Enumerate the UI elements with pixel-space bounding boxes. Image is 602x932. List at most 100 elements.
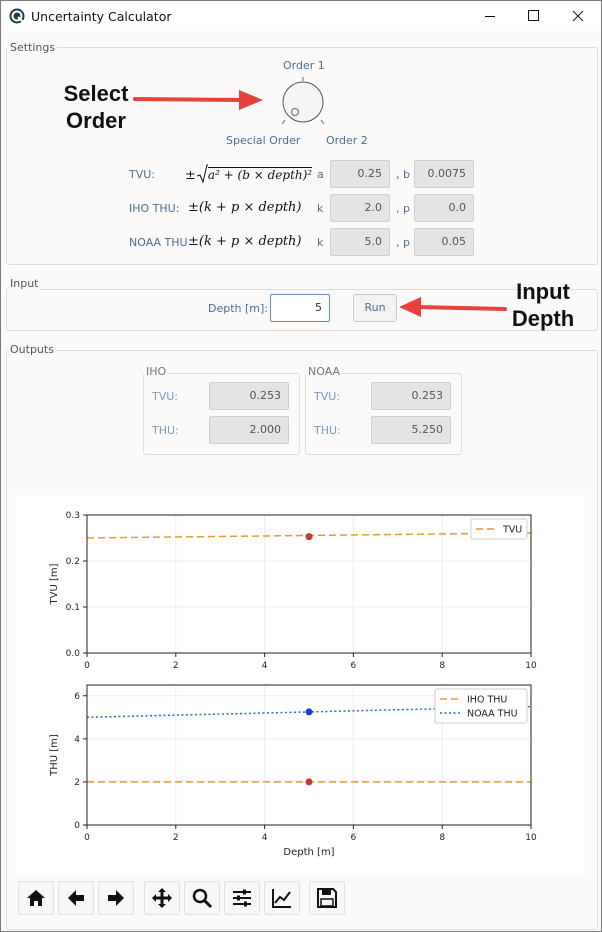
param-k-iho-field[interactable]: 2.0: [330, 194, 390, 222]
data-point: [305, 708, 313, 716]
close-button[interactable]: [555, 1, 601, 31]
y-tick-label: 6: [74, 692, 80, 702]
y-tick-label: 0.1: [66, 603, 80, 613]
x-axis-label: Depth [m]: [283, 847, 334, 858]
param-a-label: a: [317, 168, 324, 181]
param-b-field[interactable]: 0.0075: [414, 160, 474, 188]
depth-label: Depth [m]:: [208, 302, 269, 315]
tvu-chart: 0 2 4 6 8 10 0.0 0.1 0.2 0.3 TVU [m] TVU: [49, 511, 537, 671]
noaa-tvu-label: TVU:: [314, 390, 341, 403]
noaa-thu-out-label: THU:: [314, 424, 341, 437]
iho-output-title: IHO: [144, 365, 169, 378]
iho-thu-label: IHO THU:: [129, 202, 180, 215]
title-bar: Uncertainty Calculator: [1, 1, 601, 31]
depth-input[interactable]: 5: [270, 294, 330, 322]
param-a-field[interactable]: 0.25: [330, 160, 390, 188]
toolbar-edit-axes-button[interactable]: [264, 881, 300, 915]
y-tick-label: 4: [74, 735, 80, 745]
tvu-label: TVU:: [129, 168, 156, 181]
settings-group: [6, 47, 598, 265]
pan-icon: [152, 888, 172, 908]
iho-tvu-value: 0.253: [209, 382, 289, 410]
home-icon: [27, 890, 45, 906]
y-axis-label: THU [m]: [49, 734, 60, 777]
x-tick-label: 6: [351, 833, 357, 843]
data-point: [305, 778, 313, 786]
iho-output-box: [143, 373, 300, 455]
iho-thu-value: 2.000: [209, 416, 289, 444]
minimize-button[interactable]: [467, 1, 513, 31]
y-tick-label: 0: [74, 821, 80, 831]
select-order-arrow: [133, 90, 263, 110]
run-button[interactable]: Run: [353, 294, 397, 322]
y-tick-label: 2: [74, 778, 80, 788]
select-order-annotation: Select Order: [63, 81, 129, 133]
x-tick-label: 2: [173, 833, 179, 843]
x-tick-label: 10: [525, 833, 537, 843]
dial-label-order-2: Order 2: [326, 134, 368, 147]
axes-frame: [86, 684, 532, 826]
input-group-label: Input: [8, 277, 41, 290]
configure-subplots-icon: [233, 889, 251, 907]
y-tick-label: 0.0: [66, 649, 81, 659]
save-icon: [317, 888, 337, 908]
param-p-noaa-field[interactable]: 0.05: [414, 228, 474, 256]
toolbar-pan-button[interactable]: [144, 881, 180, 915]
sqrt-icon: [196, 164, 208, 184]
param-b-label: , b: [396, 168, 410, 181]
input-depth-annotation: Input Depth: [511, 279, 575, 331]
toolbar-forward-button[interactable]: [98, 881, 134, 915]
noaa-thu-label: NOAA THU: [129, 236, 188, 249]
x-tick-label: 8: [439, 661, 445, 671]
outputs-group-label: Outputs: [8, 343, 56, 356]
param-p-iho-label: , p: [396, 202, 410, 215]
toolbar-zoom-button[interactable]: [184, 881, 220, 915]
toolbar-save-button[interactable]: [309, 881, 345, 915]
axes-frame: [86, 514, 532, 654]
x-tick-label: 2: [173, 661, 179, 671]
noaa-tvu-value: 0.253: [371, 382, 451, 410]
dial-label-order-1: Order 1: [283, 59, 325, 72]
forward-arrow-icon: [108, 890, 124, 906]
iho-tvu-label: TVU:: [152, 390, 179, 403]
param-k-iho-label: k: [317, 202, 324, 215]
noaa-output-title: NOAA: [306, 365, 343, 378]
x-tick-label: 10: [525, 661, 537, 671]
x-tick-label: 0: [84, 661, 90, 671]
x-tick-label: 0: [84, 833, 90, 843]
tvu-formula: ± a² + (b × depth)²: [185, 164, 313, 184]
maximize-icon: [528, 10, 539, 21]
input-depth-arrow: [399, 297, 507, 317]
edit-axes-icon: [272, 889, 291, 908]
noaa-output-box: [305, 373, 462, 455]
legend-label: NOAA THU: [467, 709, 518, 720]
x-tick-label: 6: [351, 661, 357, 671]
back-arrow-icon: [68, 890, 84, 906]
legend-box: [434, 688, 528, 724]
legend-box: [470, 518, 528, 540]
toolbar-configure-subplots-button[interactable]: [224, 881, 260, 915]
toolbar-home-button[interactable]: [18, 881, 54, 915]
noaa-thu-formula: ±(k + p × depth): [188, 234, 302, 249]
order-dial[interactable]: [277, 77, 329, 129]
settings-group-label: Settings: [8, 41, 58, 54]
plot-canvas[interactable]: 0 2 4 6 8 10 0.0 0.1 0.2 0.3 TVU [m] TVU 0 2 4 6 8 10 0 2 4…: [15, 495, 585, 875]
y-tick-label: 0.2: [66, 557, 80, 567]
x-tick-label: 4: [262, 833, 268, 843]
param-k-noaa-field[interactable]: 5.0: [330, 228, 390, 256]
app-icon: [9, 8, 25, 24]
iho-thu-formula: ±(k + p × depth): [188, 200, 302, 215]
x-tick-label: 8: [439, 833, 445, 843]
dial-label-special-order: Special Order: [226, 134, 301, 147]
param-p-iho-field[interactable]: 0.0: [414, 194, 474, 222]
noaa-thu-value: 5.250: [371, 416, 451, 444]
param-p-noaa-label: , p: [396, 236, 410, 249]
param-k-noaa-label: k: [317, 236, 324, 249]
toolbar-back-button[interactable]: [58, 881, 94, 915]
legend-label: IHO THU: [467, 695, 507, 706]
y-axis-label: TVU [m]: [49, 563, 60, 605]
iho-thu-out-label: THU:: [152, 424, 179, 437]
data-point: [305, 533, 313, 541]
maximize-button[interactable]: [511, 1, 557, 31]
